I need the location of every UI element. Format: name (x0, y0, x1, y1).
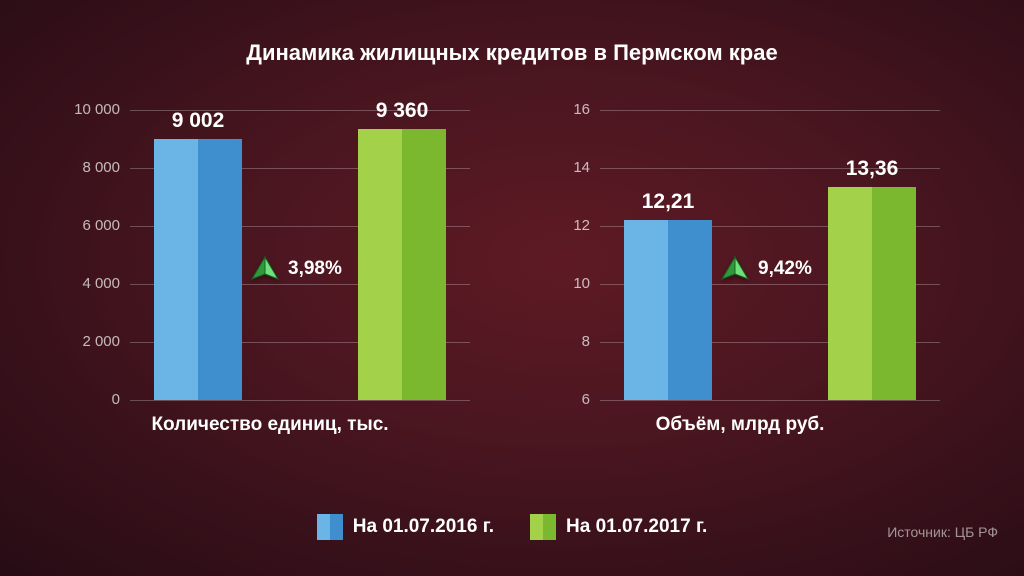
up-arrow-icon (720, 255, 750, 283)
up-arrow-icon (250, 255, 280, 283)
axis-gridline: 16 (600, 110, 940, 111)
axis-tick-label: 14 (530, 159, 590, 176)
source-label: Источник: ЦБ РФ (887, 524, 998, 540)
legend-swatch-2016 (317, 514, 343, 540)
page-title: Динамика жилищных кредитов в Пермском кр… (0, 40, 1024, 66)
axis-tick-label: 4 000 (60, 275, 120, 292)
count-bar-2016: 9 002 (154, 139, 242, 400)
legend-item-2016: На 01.07.2016 г. (317, 514, 494, 540)
legend-label-2016: На 01.07.2016 г. (353, 516, 494, 538)
axis-tick-label: 8 000 (60, 159, 120, 176)
chart-volume: 6 8 10 12 14 16 12,21 13,36 9,42% Объём, млрд ру… (530, 100, 950, 440)
axis-tick-label: 10 000 (60, 101, 120, 118)
chart-count-plot: 02 0004 0006 0008 00010 0009 0029 3603,9… (130, 110, 470, 400)
chart-volume-plot: 681012141612,2113,369,42% (600, 110, 940, 400)
volume-change: 9,42% (720, 255, 812, 283)
legend-label-2017: На 01.07.2017 г. (566, 516, 707, 538)
axis-tick-label: 10 (530, 275, 590, 292)
axis-tick-label: 8 (530, 333, 590, 350)
axis-tick-label: 2 000 (60, 333, 120, 350)
volume-bar-2016: 12,21 (624, 220, 712, 400)
axis-tick-label: 16 (530, 101, 590, 118)
legend-swatch-2017 (530, 514, 556, 540)
bar-value-label: 9 002 (172, 109, 225, 133)
chart-count-xlabel: Количество единиц, тыс. (60, 414, 480, 436)
axis-tick-label: 6 000 (60, 217, 120, 234)
bar-value-label: 9 360 (376, 99, 429, 123)
chart-count: 0 2 000 4 000 6 000 8 000 10 000 9 002 9 360 3,9… (60, 100, 480, 440)
count-bar-2017: 9 360 (358, 129, 446, 400)
change-pct: 3,98% (288, 258, 342, 280)
root: Динамика жилищных кредитов в Пермском кр… (0, 0, 1024, 576)
count-change: 3,98% (250, 255, 342, 283)
bar-value-label: 12,21 (642, 190, 695, 214)
axis-tick-label: 12 (530, 217, 590, 234)
volume-bar-2017: 13,36 (828, 187, 916, 400)
axis-gridline: 0 (130, 400, 470, 401)
legend-item-2017: На 01.07.2017 г. (530, 514, 707, 540)
axis-tick-label: 6 (530, 391, 590, 408)
chart-volume-xlabel: Объём, млрд руб. (530, 414, 950, 436)
axis-tick-label: 0 (60, 391, 120, 408)
axis-gridline: 6 (600, 400, 940, 401)
change-pct: 9,42% (758, 258, 812, 280)
bar-value-label: 13,36 (846, 157, 899, 181)
legend: На 01.07.2016 г. На 01.07.2017 г. (0, 514, 1024, 540)
